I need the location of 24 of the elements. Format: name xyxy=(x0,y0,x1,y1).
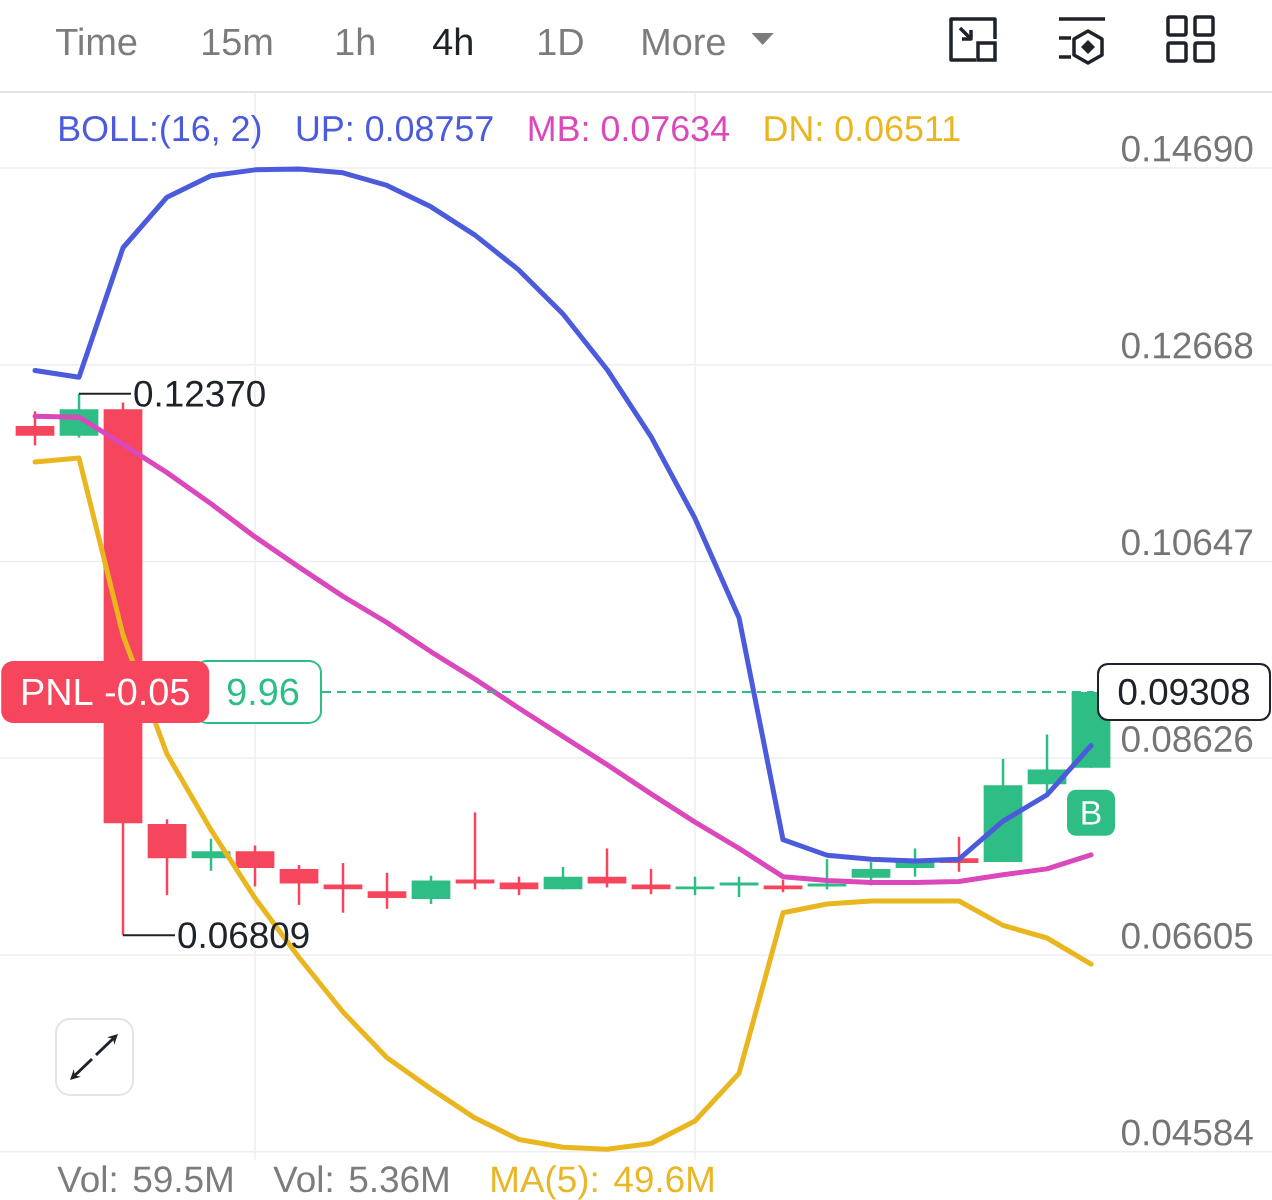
annotation: 0.12370 xyxy=(134,380,265,407)
text: DN: 0.06511 xyxy=(765,115,960,142)
text: More xyxy=(643,28,725,56)
y-tick-label: 0.14690 xyxy=(1122,135,1253,162)
y-tick-label: 0.06605 xyxy=(1122,922,1253,949)
text: Time xyxy=(56,27,137,56)
text: Vol: 59.5M xyxy=(57,1165,232,1193)
y-tick-label: 0.12668 xyxy=(1122,332,1253,359)
annotation: PNL -0.05 xyxy=(23,678,189,706)
text: 0.09308 xyxy=(1118,678,1250,705)
text: MA(5): 49.6M xyxy=(492,1165,713,1200)
text: MB: 0.07634 xyxy=(529,115,730,142)
y-tick-label: 0.08626 xyxy=(1122,726,1253,753)
series-label: UP: 0.08757 xyxy=(297,115,493,142)
legend-title: BOLL:(16, 2) xyxy=(60,115,261,149)
annotation: 9.96 xyxy=(227,678,299,706)
text: 1h xyxy=(337,27,374,55)
y-tick-label: 0.10647 xyxy=(1122,529,1252,556)
y-tick-label: 0.04584 xyxy=(1122,1119,1253,1146)
text: Vol: 5.36M xyxy=(273,1165,448,1193)
text: 15m xyxy=(203,28,272,56)
annotation: B xyxy=(1082,801,1101,825)
text: 4h xyxy=(433,27,472,55)
text: 1D xyxy=(539,28,583,55)
